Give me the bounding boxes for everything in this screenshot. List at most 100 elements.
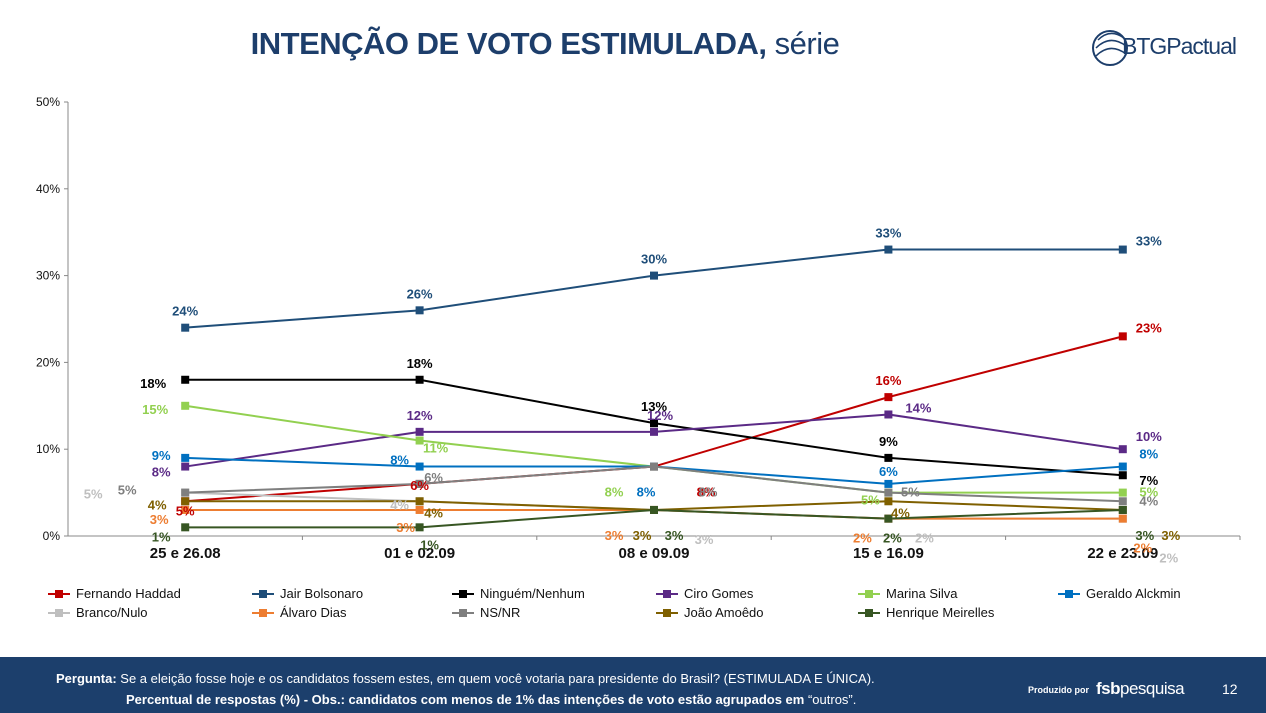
data-label-marina-silva: 11% [423, 441, 449, 456]
data-label-joao-amoedo: 4% [148, 497, 167, 512]
legend-item: Ciro Gomes [656, 586, 753, 601]
question-text: Se a eleição fosse hoje e os candidatos … [116, 671, 875, 686]
data-point-jair-bolsonaro [1118, 245, 1127, 254]
legend-swatch-icon [252, 589, 274, 598]
legend-item: Jair Bolsonaro [252, 586, 363, 601]
data-label-geraldo-alckmin: 6% [879, 464, 898, 479]
data-point-alvaro-dias [1118, 514, 1127, 523]
legend-item: Marina Silva [858, 586, 958, 601]
legend-swatch-icon [858, 589, 880, 598]
data-label-branco-nulo: 2% [915, 531, 934, 546]
legend-item: Geraldo Alckmin [1058, 586, 1181, 601]
y-tick-label: 40% [36, 182, 60, 196]
title-light: série [766, 26, 840, 61]
legend-label: NS/NR [480, 605, 521, 620]
footer-bar: Pergunta: Se a eleição fosse hoje e os c… [0, 657, 1266, 713]
data-label-fernando-haddad: 6% [410, 478, 429, 493]
legend-swatch-icon [656, 589, 678, 598]
data-point-alvaro-dias [181, 505, 190, 514]
data-label-joao-amoedo: 4% [891, 505, 910, 520]
data-point-ciro-gomes [884, 410, 893, 419]
legend-item: Henrique Meirelles [858, 605, 994, 620]
legend-swatch-icon [252, 608, 274, 617]
data-label-henrique-meirelles: 1% [152, 529, 171, 544]
btg-logo-icon [1092, 30, 1128, 66]
legend-item: Fernando Haddad [48, 586, 181, 601]
data-label-jair-bolsonaro: 26% [407, 286, 433, 301]
data-label-branco-nulo: 5% [84, 487, 103, 502]
chart-axes: 0% 10% 20% 30% 40% 50% 25 e 26.08 01 e 02.09 08 … [36, 95, 1241, 562]
data-label-branco-nulo: 2% [1159, 551, 1178, 566]
data-label-henrique-meirelles: 3% [1135, 528, 1154, 543]
title-bold: INTENÇÃO DE VOTO ESTIMULADA, [250, 26, 767, 61]
legend-swatch-icon [1058, 589, 1080, 598]
legend-item: João Amoêdo [656, 605, 764, 620]
x-tick-label: 25 e 26.08 [150, 545, 221, 562]
brand-light: pesquisa [1120, 679, 1185, 698]
legend-label: Geraldo Alckmin [1086, 586, 1181, 601]
data-label-marina-silva: 8% [605, 485, 624, 500]
series-line-geraldo-alckmin [185, 456, 1123, 485]
data-label-alvaro-dias: 3% [605, 528, 624, 543]
data-label-geraldo-alckmin: 9% [152, 448, 171, 463]
data-point-henrique-meirelles [181, 523, 190, 532]
data-label-ciro-gomes: 12% [407, 408, 433, 423]
legend-label: Henrique Meirelles [886, 605, 995, 620]
data-label-fernando-haddad: 23% [1136, 320, 1162, 335]
y-tick-label: 0% [43, 529, 61, 543]
data-label-ns-nr: 6% [424, 470, 443, 485]
legend-swatch-icon [858, 608, 880, 617]
data-point-ninguem-nenhum [650, 419, 658, 428]
data-point-henrique-meirelles [415, 523, 424, 532]
data-point-geraldo-alckmin [181, 453, 190, 462]
data-point-fernando-haddad [884, 393, 893, 402]
data-label-alvaro-dias: 2% [1133, 541, 1152, 556]
y-tick-label: 50% [36, 95, 60, 109]
data-label-geraldo-alckmin: 8% [637, 485, 656, 500]
y-tick-label: 10% [36, 442, 60, 456]
brand-bold: fsb [1096, 679, 1121, 698]
data-label-ns-nr: 5% [901, 485, 920, 500]
question-line: Pergunta: Se a eleição fosse hoje e os c… [56, 671, 875, 686]
data-label-jair-bolsonaro: 33% [1136, 234, 1162, 249]
data-label-branco-nulo: 4% [390, 497, 409, 512]
legend-label: João Amoêdo [684, 605, 764, 620]
data-point-joao-amoedo [415, 497, 424, 506]
data-label-alvaro-dias: 3% [150, 512, 169, 527]
data-point-geraldo-alckmin [884, 479, 893, 488]
data-label-ciro-gomes: 14% [905, 400, 931, 415]
data-label-ns-nr: 5% [118, 483, 137, 498]
data-label-fernando-haddad: 8% [697, 485, 716, 500]
data-point-henrique-meirelles [884, 514, 893, 523]
legend-swatch-icon [48, 608, 70, 617]
y-tick-label: 20% [36, 355, 60, 369]
data-point-ns-nr [650, 462, 658, 471]
data-point-ns-nr [181, 488, 190, 497]
data-point-marina-silva [181, 401, 190, 410]
data-label-alvaro-dias: 3% [396, 520, 415, 535]
logo-text: BTGPactual [1122, 33, 1237, 59]
data-label-ciro-gomes: 8% [152, 465, 171, 480]
legend-label: Ninguém/Nenhum [480, 586, 585, 601]
data-label-jair-bolsonaro: 24% [172, 304, 198, 319]
data-label-ns-nr: 4% [1139, 493, 1158, 508]
question-label: Pergunta: [56, 671, 117, 686]
data-point-alvaro-dias [415, 505, 424, 514]
data-point-ciro-gomes [415, 427, 424, 436]
legend-swatch-icon [656, 608, 678, 617]
data-label-marina-silva: 5% [861, 493, 880, 508]
data-point-geraldo-alckmin [415, 462, 424, 471]
data-point-joao-amoedo [884, 497, 893, 506]
legend-label: Marina Silva [886, 586, 958, 601]
data-point-jair-bolsonaro [650, 271, 658, 280]
legend-swatch-icon [452, 589, 474, 598]
data-point-marina-silva [1118, 488, 1127, 497]
data-label-geraldo-alckmin: 8% [390, 453, 409, 468]
data-label-ninguem-nenhum: 9% [879, 434, 898, 449]
data-label-geraldo-alckmin: 8% [1139, 447, 1158, 462]
data-label-jair-bolsonaro: 33% [875, 226, 901, 241]
chart-markers [181, 245, 1127, 532]
x-tick-label: 15 e 16.09 [853, 545, 924, 562]
data-point-jair-bolsonaro [884, 245, 893, 254]
data-point-ns-nr [1118, 497, 1127, 506]
